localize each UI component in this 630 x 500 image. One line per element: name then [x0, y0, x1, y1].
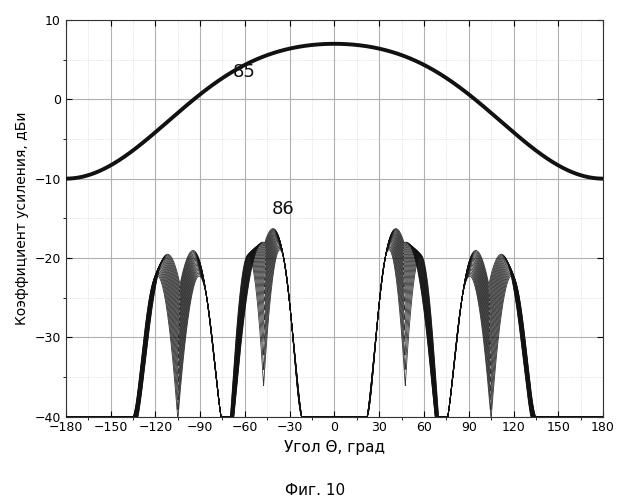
Y-axis label: Коэффициент усиления, дБи: Коэффициент усиления, дБи	[15, 112, 29, 325]
X-axis label: Угол Θ, град: Угол Θ, град	[284, 440, 385, 455]
Text: 85: 85	[233, 63, 256, 81]
Text: Фиг. 10: Фиг. 10	[285, 483, 345, 498]
Text: 86: 86	[272, 200, 294, 218]
